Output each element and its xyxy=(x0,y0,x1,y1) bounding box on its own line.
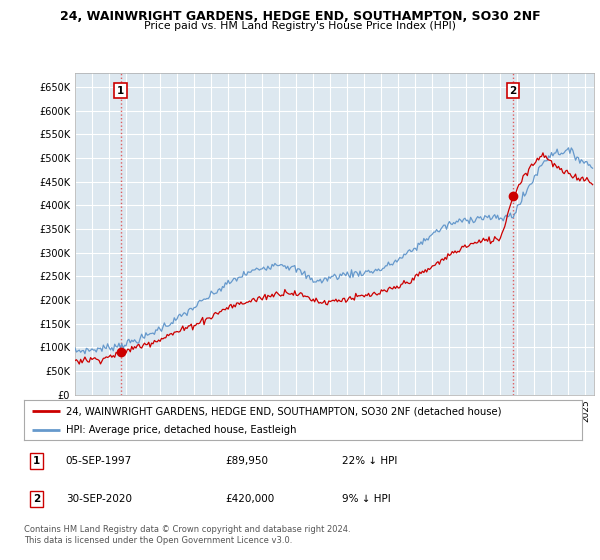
Text: 1: 1 xyxy=(32,456,40,466)
Text: Contains HM Land Registry data © Crown copyright and database right 2024.
This d: Contains HM Land Registry data © Crown c… xyxy=(24,525,350,545)
Text: 24, WAINWRIGHT GARDENS, HEDGE END, SOUTHAMPTON, SO30 2NF: 24, WAINWRIGHT GARDENS, HEDGE END, SOUTH… xyxy=(59,10,541,22)
Text: £89,950: £89,950 xyxy=(225,456,268,466)
Text: 1: 1 xyxy=(117,86,124,96)
Text: £420,000: £420,000 xyxy=(225,493,274,503)
Text: 2: 2 xyxy=(32,493,40,503)
Text: 9% ↓ HPI: 9% ↓ HPI xyxy=(342,493,391,503)
Text: 24, WAINWRIGHT GARDENS, HEDGE END, SOUTHAMPTON, SO30 2NF (detached house): 24, WAINWRIGHT GARDENS, HEDGE END, SOUTH… xyxy=(66,407,502,417)
Text: 22% ↓ HPI: 22% ↓ HPI xyxy=(342,456,397,466)
Text: Price paid vs. HM Land Registry's House Price Index (HPI): Price paid vs. HM Land Registry's House … xyxy=(144,21,456,31)
Text: 2: 2 xyxy=(509,86,517,96)
Text: HPI: Average price, detached house, Eastleigh: HPI: Average price, detached house, East… xyxy=(66,425,296,435)
Text: 05-SEP-1997: 05-SEP-1997 xyxy=(66,456,132,466)
Text: 30-SEP-2020: 30-SEP-2020 xyxy=(66,493,132,503)
